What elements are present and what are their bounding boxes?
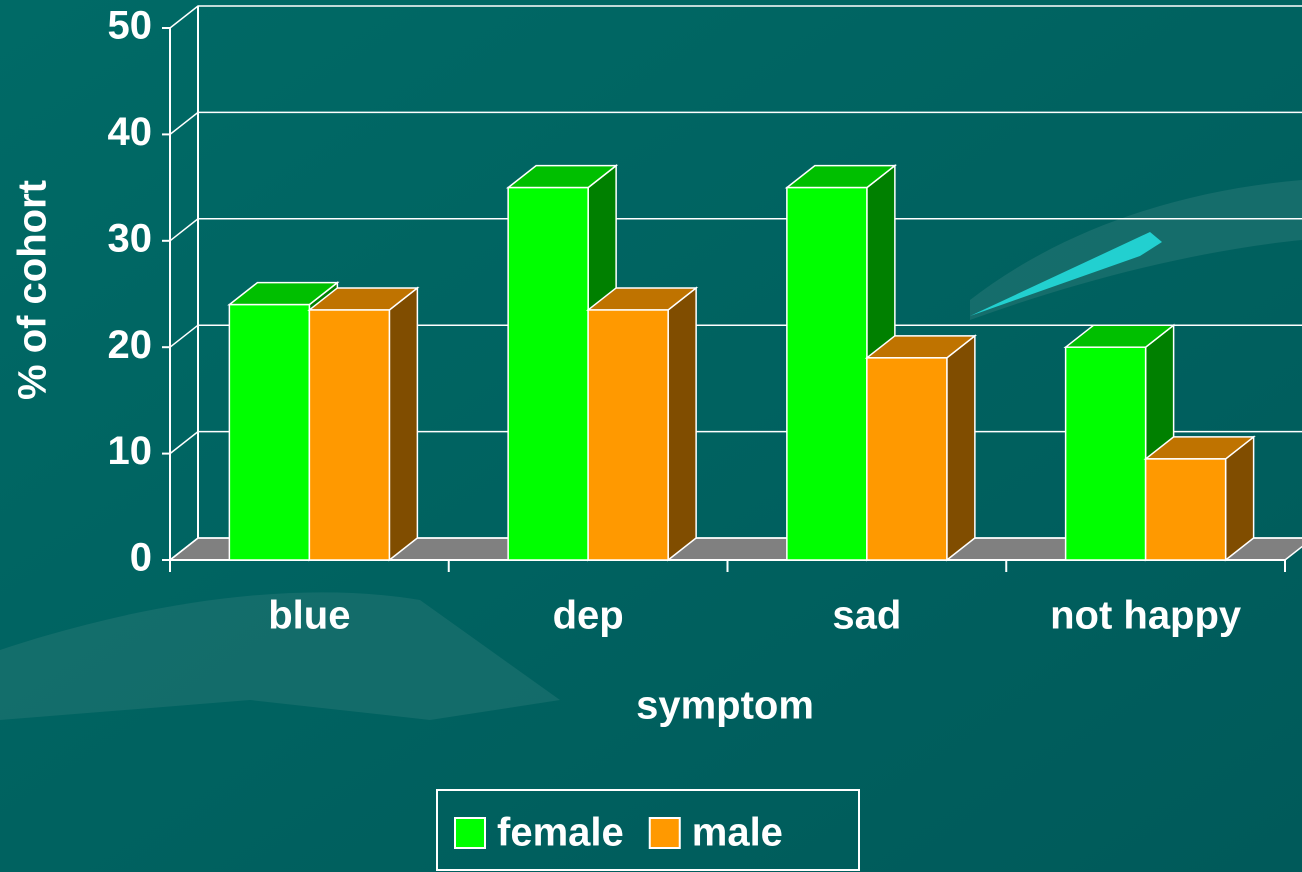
- bar: [309, 310, 389, 560]
- legend-swatch: [650, 818, 680, 848]
- bar: [229, 305, 309, 560]
- bar: [588, 310, 668, 560]
- legend-label: female: [497, 811, 624, 855]
- y-tick-label: 50: [108, 4, 153, 48]
- legend-swatch: [455, 818, 485, 848]
- legend-label: male: [692, 811, 783, 855]
- y-tick-label: 20: [108, 323, 153, 367]
- x-tick-label: dep: [553, 594, 624, 638]
- x-tick-label: sad: [832, 594, 901, 638]
- bar-side: [947, 336, 975, 560]
- bar: [1146, 459, 1226, 560]
- x-tick-label: not happy: [1050, 594, 1242, 638]
- bar: [1066, 347, 1146, 560]
- x-axis-title: symptom: [636, 684, 814, 728]
- y-tick-label: 0: [130, 536, 152, 580]
- y-tick-label: 30: [108, 216, 153, 260]
- chart: 0 10 20 30 40 50 blue dep sad not happy % of coho…: [0, 0, 1302, 872]
- bar: [508, 188, 588, 560]
- bar: [867, 358, 947, 560]
- bar-side: [668, 288, 696, 560]
- x-tick-label: blue: [268, 594, 350, 638]
- bar: [787, 188, 867, 560]
- y-tick-label: 40: [108, 110, 153, 154]
- y-axis-title: % of cohort: [11, 180, 55, 400]
- y-tick-label: 10: [108, 429, 153, 473]
- bar-side: [389, 288, 417, 560]
